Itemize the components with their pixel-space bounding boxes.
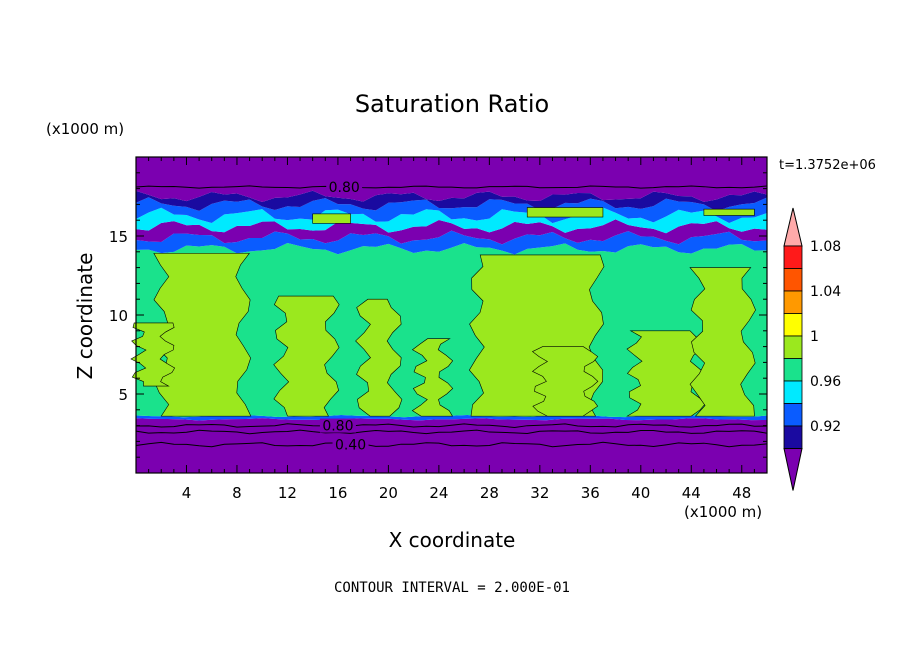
contour-label-bg (326, 180, 363, 195)
x-tick-label: 4 (182, 484, 192, 502)
contour-label-bg (319, 418, 356, 433)
contour-label: 0.80 (322, 419, 353, 435)
contour-line (135, 185, 768, 189)
y-tick-label: 5 (118, 386, 128, 404)
colorbar-label: 0.96 (810, 374, 841, 390)
contour-line (135, 441, 768, 448)
y-axis-ticks: 5 10 15 (109, 172, 767, 458)
x-tick-label: 32 (530, 484, 549, 502)
x-tick-label: 28 (480, 484, 499, 502)
upper-dry-layer (136, 157, 767, 203)
contour-line (135, 429, 768, 435)
contour-interval-footer: CONTOUR INTERVAL = 2.000E-01 (334, 580, 570, 596)
colorbar-label: 0.92 (810, 419, 841, 435)
colorbar-cell (783, 380, 803, 404)
cloud-plume (531, 346, 599, 417)
y-unit-label: (x1000 m) (46, 120, 124, 138)
colorbar-cell (783, 403, 803, 427)
x-tick-label: 24 (429, 484, 448, 502)
cloud-plume (689, 267, 756, 417)
x-tick-label: 8 (232, 484, 242, 502)
cloud-plume (355, 298, 403, 417)
upper-band-blue-2 (136, 197, 767, 224)
upper-band-blue (136, 230, 767, 255)
colorbar-cell (783, 268, 803, 292)
colorbar-cell (783, 425, 803, 449)
colorbar-label: 1 (810, 329, 819, 345)
x-tick-label: 36 (581, 484, 600, 502)
time-label: t=1.3752e+06 (779, 158, 876, 173)
cloud-base-band (136, 415, 767, 421)
colorbar-cell (783, 335, 803, 359)
cloud-plume (130, 322, 176, 387)
y-tick-label: 10 (109, 307, 128, 325)
upper-band-navy (136, 190, 767, 212)
x-axis-ticks: 4 8 12 16 20 24 28 32 36 40 44 48 (148, 157, 755, 502)
y-tick-label: 15 (109, 228, 128, 246)
colorbar-cell (783, 358, 803, 382)
colorbar-top-arrow (783, 207, 803, 247)
contour-labels: 0.80 0.80 0.40 (319, 180, 369, 454)
upper-band-purple (136, 219, 767, 245)
x-tick-label: 16 (328, 484, 347, 502)
contour-label-bg (332, 437, 369, 452)
colorbar-cell (783, 290, 803, 314)
contour-line (135, 423, 768, 428)
contour-label: 0.80 (329, 180, 360, 196)
colorbar-cell (783, 313, 803, 337)
cloud-plume (273, 295, 340, 417)
x-tick-label: 48 (732, 484, 751, 502)
contour-label: 0.40 (335, 438, 366, 454)
x-tick-label: 12 (278, 484, 297, 502)
chart-title: Saturation Ratio (355, 90, 549, 118)
x-tick-label: 44 (682, 484, 701, 502)
contour-field (130, 157, 768, 473)
cloud-plume (153, 253, 252, 417)
colorbar-label: 1.04 (810, 284, 841, 300)
upper-patch (703, 208, 755, 216)
colorbar: 0.92 0.96 1 1.04 1.08 (783, 207, 841, 491)
cloud-plume (411, 338, 454, 417)
upper-band-cyan (136, 207, 767, 234)
colorbar-bottom-arrow (783, 448, 803, 491)
colorbar-label: 1.08 (810, 239, 841, 255)
x-unit-label: (x1000 m) (684, 503, 762, 521)
cloud-plume (626, 330, 706, 417)
upper-patch (312, 213, 351, 224)
x-tick-label: 20 (379, 484, 398, 502)
upper-patch (526, 207, 604, 218)
x-axis-label: X coordinate (389, 528, 516, 552)
colorbar-cell (783, 245, 803, 269)
x-tick-label: 40 (631, 484, 650, 502)
y-axis-label: Z coordinate (73, 253, 97, 380)
